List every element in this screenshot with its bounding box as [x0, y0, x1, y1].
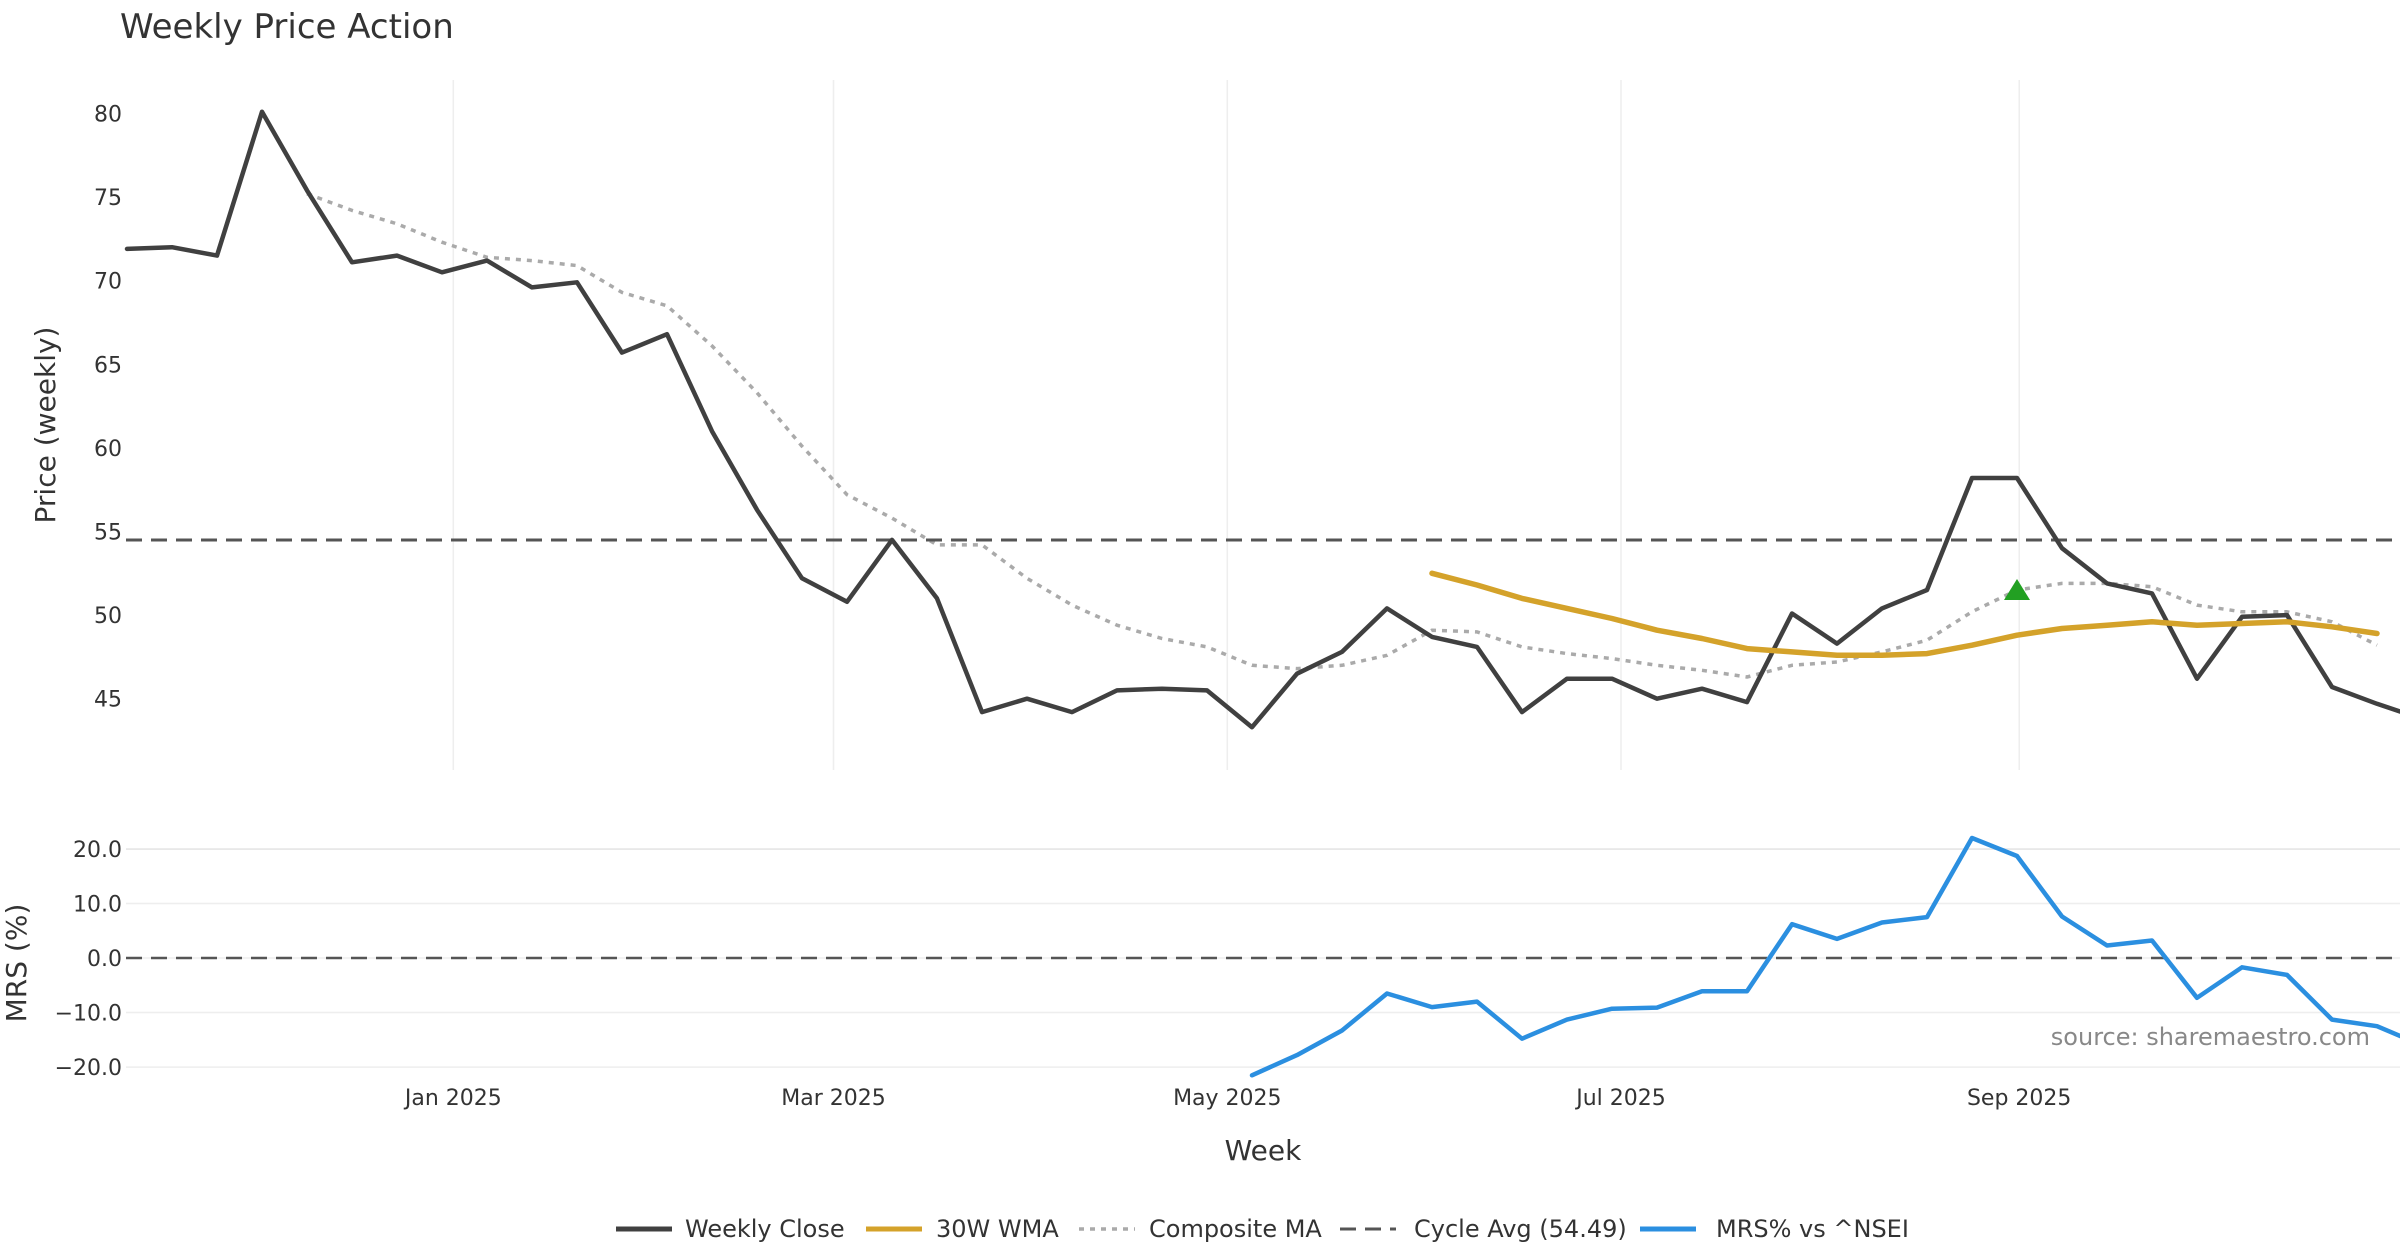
- mrs-y-axis-label: MRS (%): [0, 904, 33, 1023]
- legend-label: MRS% vs ^NSEI: [1716, 1215, 1909, 1243]
- chart-title: Weekly Price Action: [120, 7, 454, 47]
- x-tick-label: Jan 2025: [403, 1086, 502, 1111]
- mrs-y-tick: −20.0: [55, 1056, 122, 1081]
- price-y-axis-label: Price (weekly): [29, 327, 62, 524]
- legend-label: Composite MA: [1149, 1215, 1322, 1243]
- x-tick-label: Jul 2025: [1574, 1086, 1666, 1111]
- legend-label: Weekly Close: [685, 1215, 845, 1243]
- x-tick-label: May 2025: [1173, 1086, 1281, 1111]
- x-axis: Jan 2025 Mar 2025 May 2025 Jul 2025 Sep 2025: [403, 1086, 2072, 1111]
- price-y-tick: 50: [94, 604, 122, 629]
- x-axis-label: Week: [1225, 1134, 1302, 1167]
- source-note: source: sharemaestro.com: [2051, 1023, 2370, 1051]
- price-y-tick: 75: [94, 186, 122, 211]
- price-y-tick: 70: [94, 270, 122, 295]
- price-y-tick: 45: [94, 688, 122, 713]
- signal-triangle-marker: [2004, 579, 2030, 600]
- price-y-tick: 60: [94, 437, 122, 462]
- price-y-axis: 45 50 55 60 65 70 75 80: [94, 102, 122, 712]
- mrs-y-axis: 20.0 10.0 0.0 −10.0 −20.0: [55, 838, 122, 1081]
- price-series: [124, 109, 2400, 730]
- legend-label: 30W WMA: [936, 1215, 1059, 1243]
- price-y-tick: 55: [94, 521, 122, 546]
- weekly-close-line: [124, 109, 2400, 730]
- price-grid: [452, 80, 2020, 770]
- mrs-y-tick: 0.0: [87, 947, 122, 972]
- x-tick-label: Mar 2025: [781, 1086, 886, 1111]
- wma-30w-line: [1429, 570, 2380, 659]
- price-y-tick: 65: [94, 353, 122, 378]
- mrs-y-tick: 20.0: [73, 838, 122, 863]
- composite-ma-line: [306, 192, 2378, 679]
- legend-label: Cycle Avg (54.49): [1414, 1215, 1627, 1243]
- mrs-y-tick: 10.0: [73, 893, 122, 918]
- x-tick-label: Sep 2025: [1967, 1086, 2071, 1111]
- legend: Weekly Close 30W WMA Composite MA Cycle Avg…: [616, 1215, 1909, 1243]
- mrs-y-tick: −10.0: [55, 1002, 122, 1027]
- mrs-series: [1249, 835, 2400, 1078]
- price-y-tick: 80: [94, 102, 122, 127]
- mrs-line: [1249, 835, 2400, 1078]
- mrs-grid: [126, 848, 2400, 1068]
